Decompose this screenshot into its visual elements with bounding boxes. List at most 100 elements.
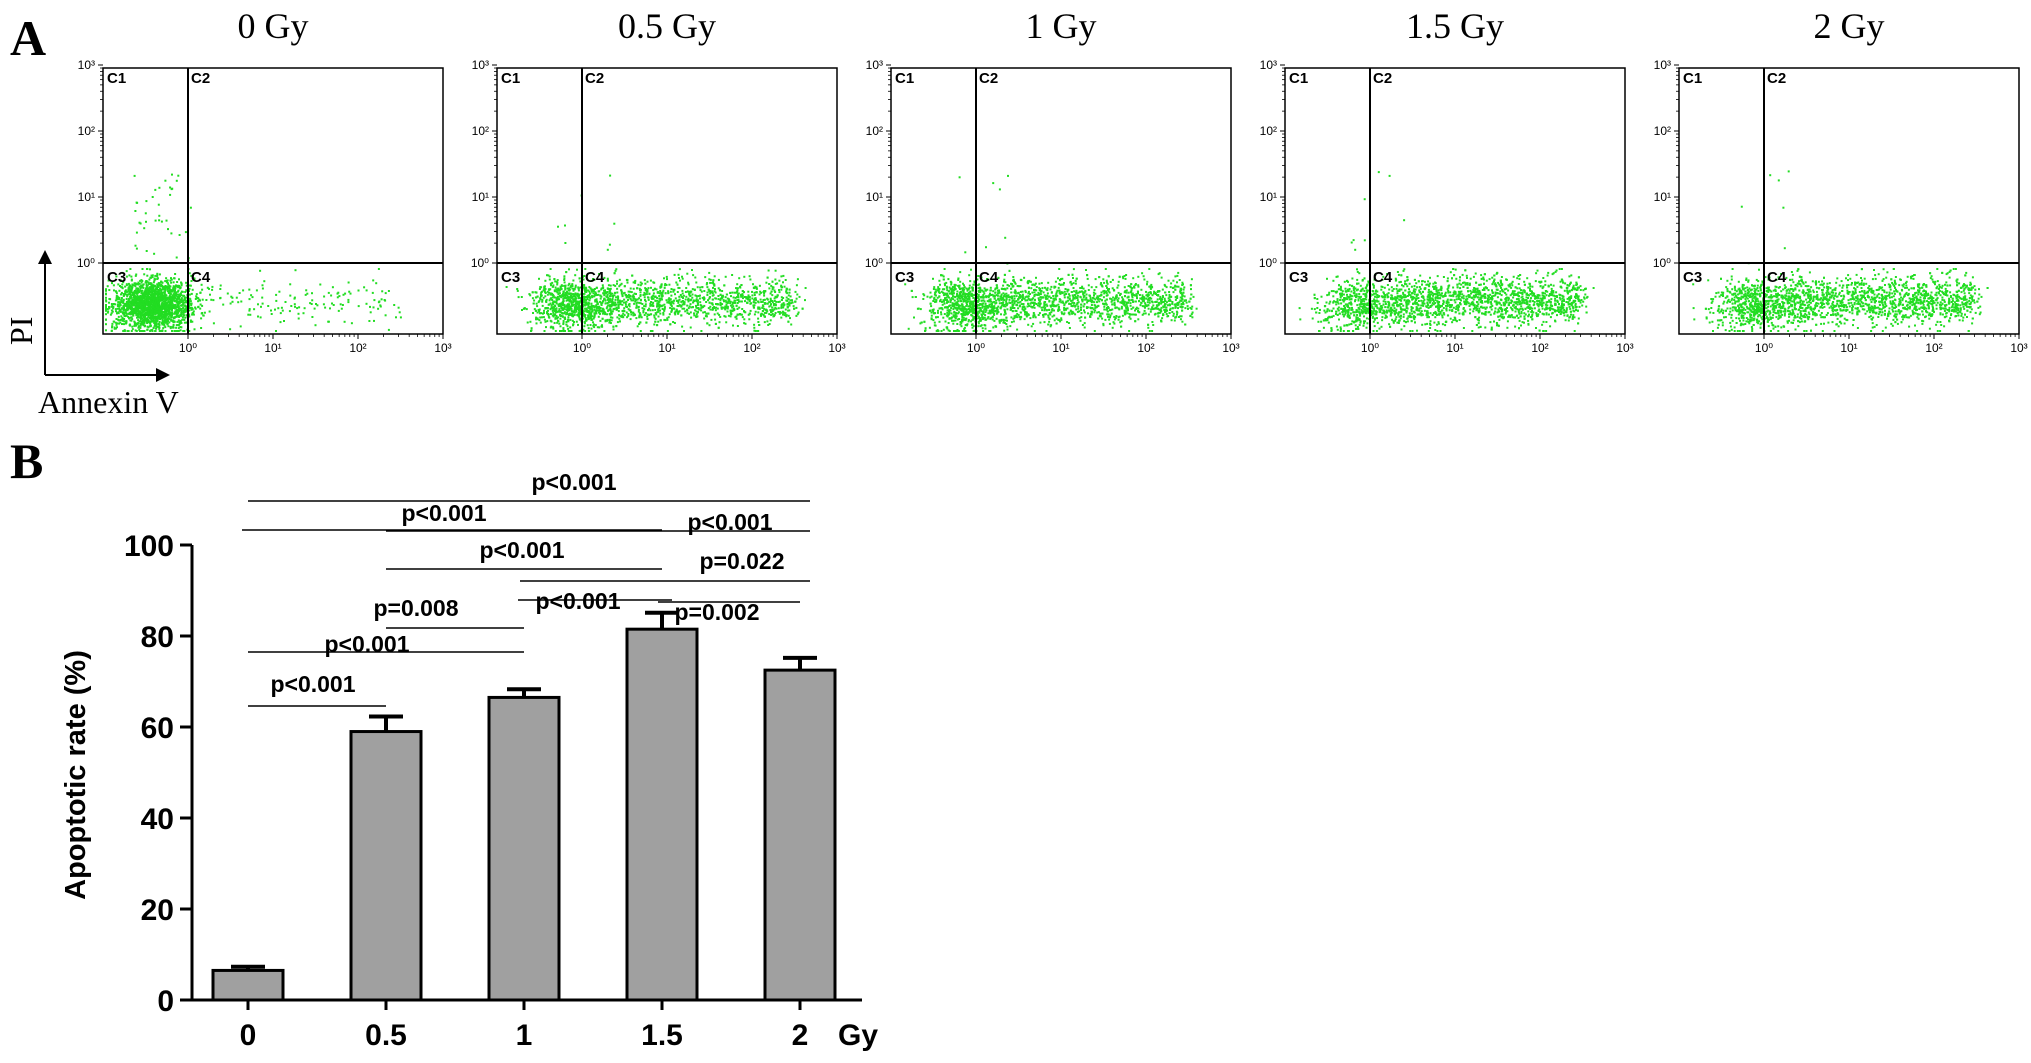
event-dot — [136, 303, 139, 306]
event-dot — [771, 300, 774, 302]
event-dot — [662, 289, 665, 292]
event-dot — [796, 278, 799, 281]
event-dot — [134, 304, 137, 307]
event-dot — [668, 283, 671, 286]
event-dot — [141, 296, 144, 298]
event-dot — [180, 284, 183, 287]
event-dot — [780, 296, 783, 299]
event-dot — [123, 304, 126, 307]
event-dot — [387, 328, 390, 331]
event-dot — [624, 301, 627, 304]
event-dot — [770, 311, 772, 313]
event-dot — [593, 314, 596, 317]
event-dot — [117, 312, 120, 315]
event-dot — [116, 312, 118, 315]
event-dot — [160, 290, 163, 293]
event-dot — [693, 289, 696, 291]
event-dot — [144, 212, 147, 215]
event-dot — [647, 309, 650, 312]
event-dot — [714, 322, 717, 325]
event-dot — [547, 309, 549, 312]
event-dot — [554, 280, 557, 283]
event-dot — [720, 307, 723, 310]
event-dot — [642, 309, 645, 312]
event-dot — [142, 321, 145, 323]
event-dot — [167, 296, 170, 299]
event-dot — [538, 310, 541, 313]
event-dot — [332, 304, 335, 306]
event-dot — [171, 312, 174, 315]
event-dot — [149, 309, 152, 312]
event-dot — [555, 315, 558, 317]
event-dot — [139, 279, 142, 282]
event-dot — [615, 296, 618, 299]
event-dot — [681, 277, 684, 280]
event-dot — [541, 316, 543, 319]
event-dot — [721, 296, 724, 299]
event-dot — [138, 328, 141, 331]
event-dot — [570, 296, 572, 299]
event-dot — [540, 290, 543, 293]
event-dot — [190, 306, 193, 309]
event-dot — [553, 289, 556, 292]
event-dot — [115, 292, 118, 295]
event-dot — [639, 321, 642, 324]
event-dot — [181, 316, 184, 319]
event-dot — [172, 293, 175, 296]
event-dot — [303, 307, 306, 310]
event-dot — [795, 284, 798, 287]
event-dot — [585, 309, 588, 312]
event-dot — [707, 288, 710, 291]
event-dot — [911, 296, 914, 299]
event-dot — [695, 300, 698, 302]
event-dot — [168, 294, 171, 297]
event-dot — [583, 284, 586, 287]
event-dot — [149, 283, 152, 286]
event-dot — [208, 310, 211, 313]
event-dot — [612, 303, 615, 305]
event-dot — [526, 321, 529, 324]
event-dot — [532, 312, 534, 314]
event-dot — [784, 279, 787, 281]
event-dot — [569, 306, 572, 309]
event-dot — [139, 287, 142, 289]
event-dot — [570, 330, 573, 332]
event-dot — [583, 301, 586, 304]
event-dot — [155, 290, 158, 293]
event-dot — [792, 305, 795, 308]
event-dot — [154, 330, 157, 332]
event-dot — [651, 297, 654, 300]
event-dot — [578, 296, 581, 299]
event-dot — [767, 324, 770, 326]
event-dot — [153, 322, 156, 325]
event-dot — [135, 314, 138, 317]
event-dot — [573, 303, 576, 306]
event-dot — [758, 324, 761, 326]
event-dot — [146, 287, 149, 290]
event-dot — [144, 306, 147, 309]
event-dot — [590, 302, 593, 305]
event-dot — [652, 281, 655, 284]
event-dot — [690, 298, 693, 301]
event-dot — [294, 305, 296, 308]
event-dot — [795, 314, 798, 317]
event-dot — [182, 299, 185, 302]
event-dot — [607, 297, 610, 300]
event-dot — [623, 298, 626, 301]
event-dot — [652, 292, 655, 295]
event-dot — [117, 298, 120, 300]
event-dot — [646, 280, 649, 283]
event-dot — [731, 274, 734, 276]
event-dot — [538, 312, 541, 315]
event-dot — [163, 304, 166, 307]
event-dot — [658, 292, 661, 295]
event-dot — [689, 326, 692, 329]
event-dot — [592, 278, 594, 280]
event-dot — [661, 291, 664, 294]
event-dot — [646, 288, 649, 291]
event-dot — [736, 283, 739, 286]
event-dot — [608, 308, 611, 311]
event-dot — [602, 292, 605, 295]
event-dot — [141, 330, 144, 332]
event-dot — [108, 301, 110, 304]
